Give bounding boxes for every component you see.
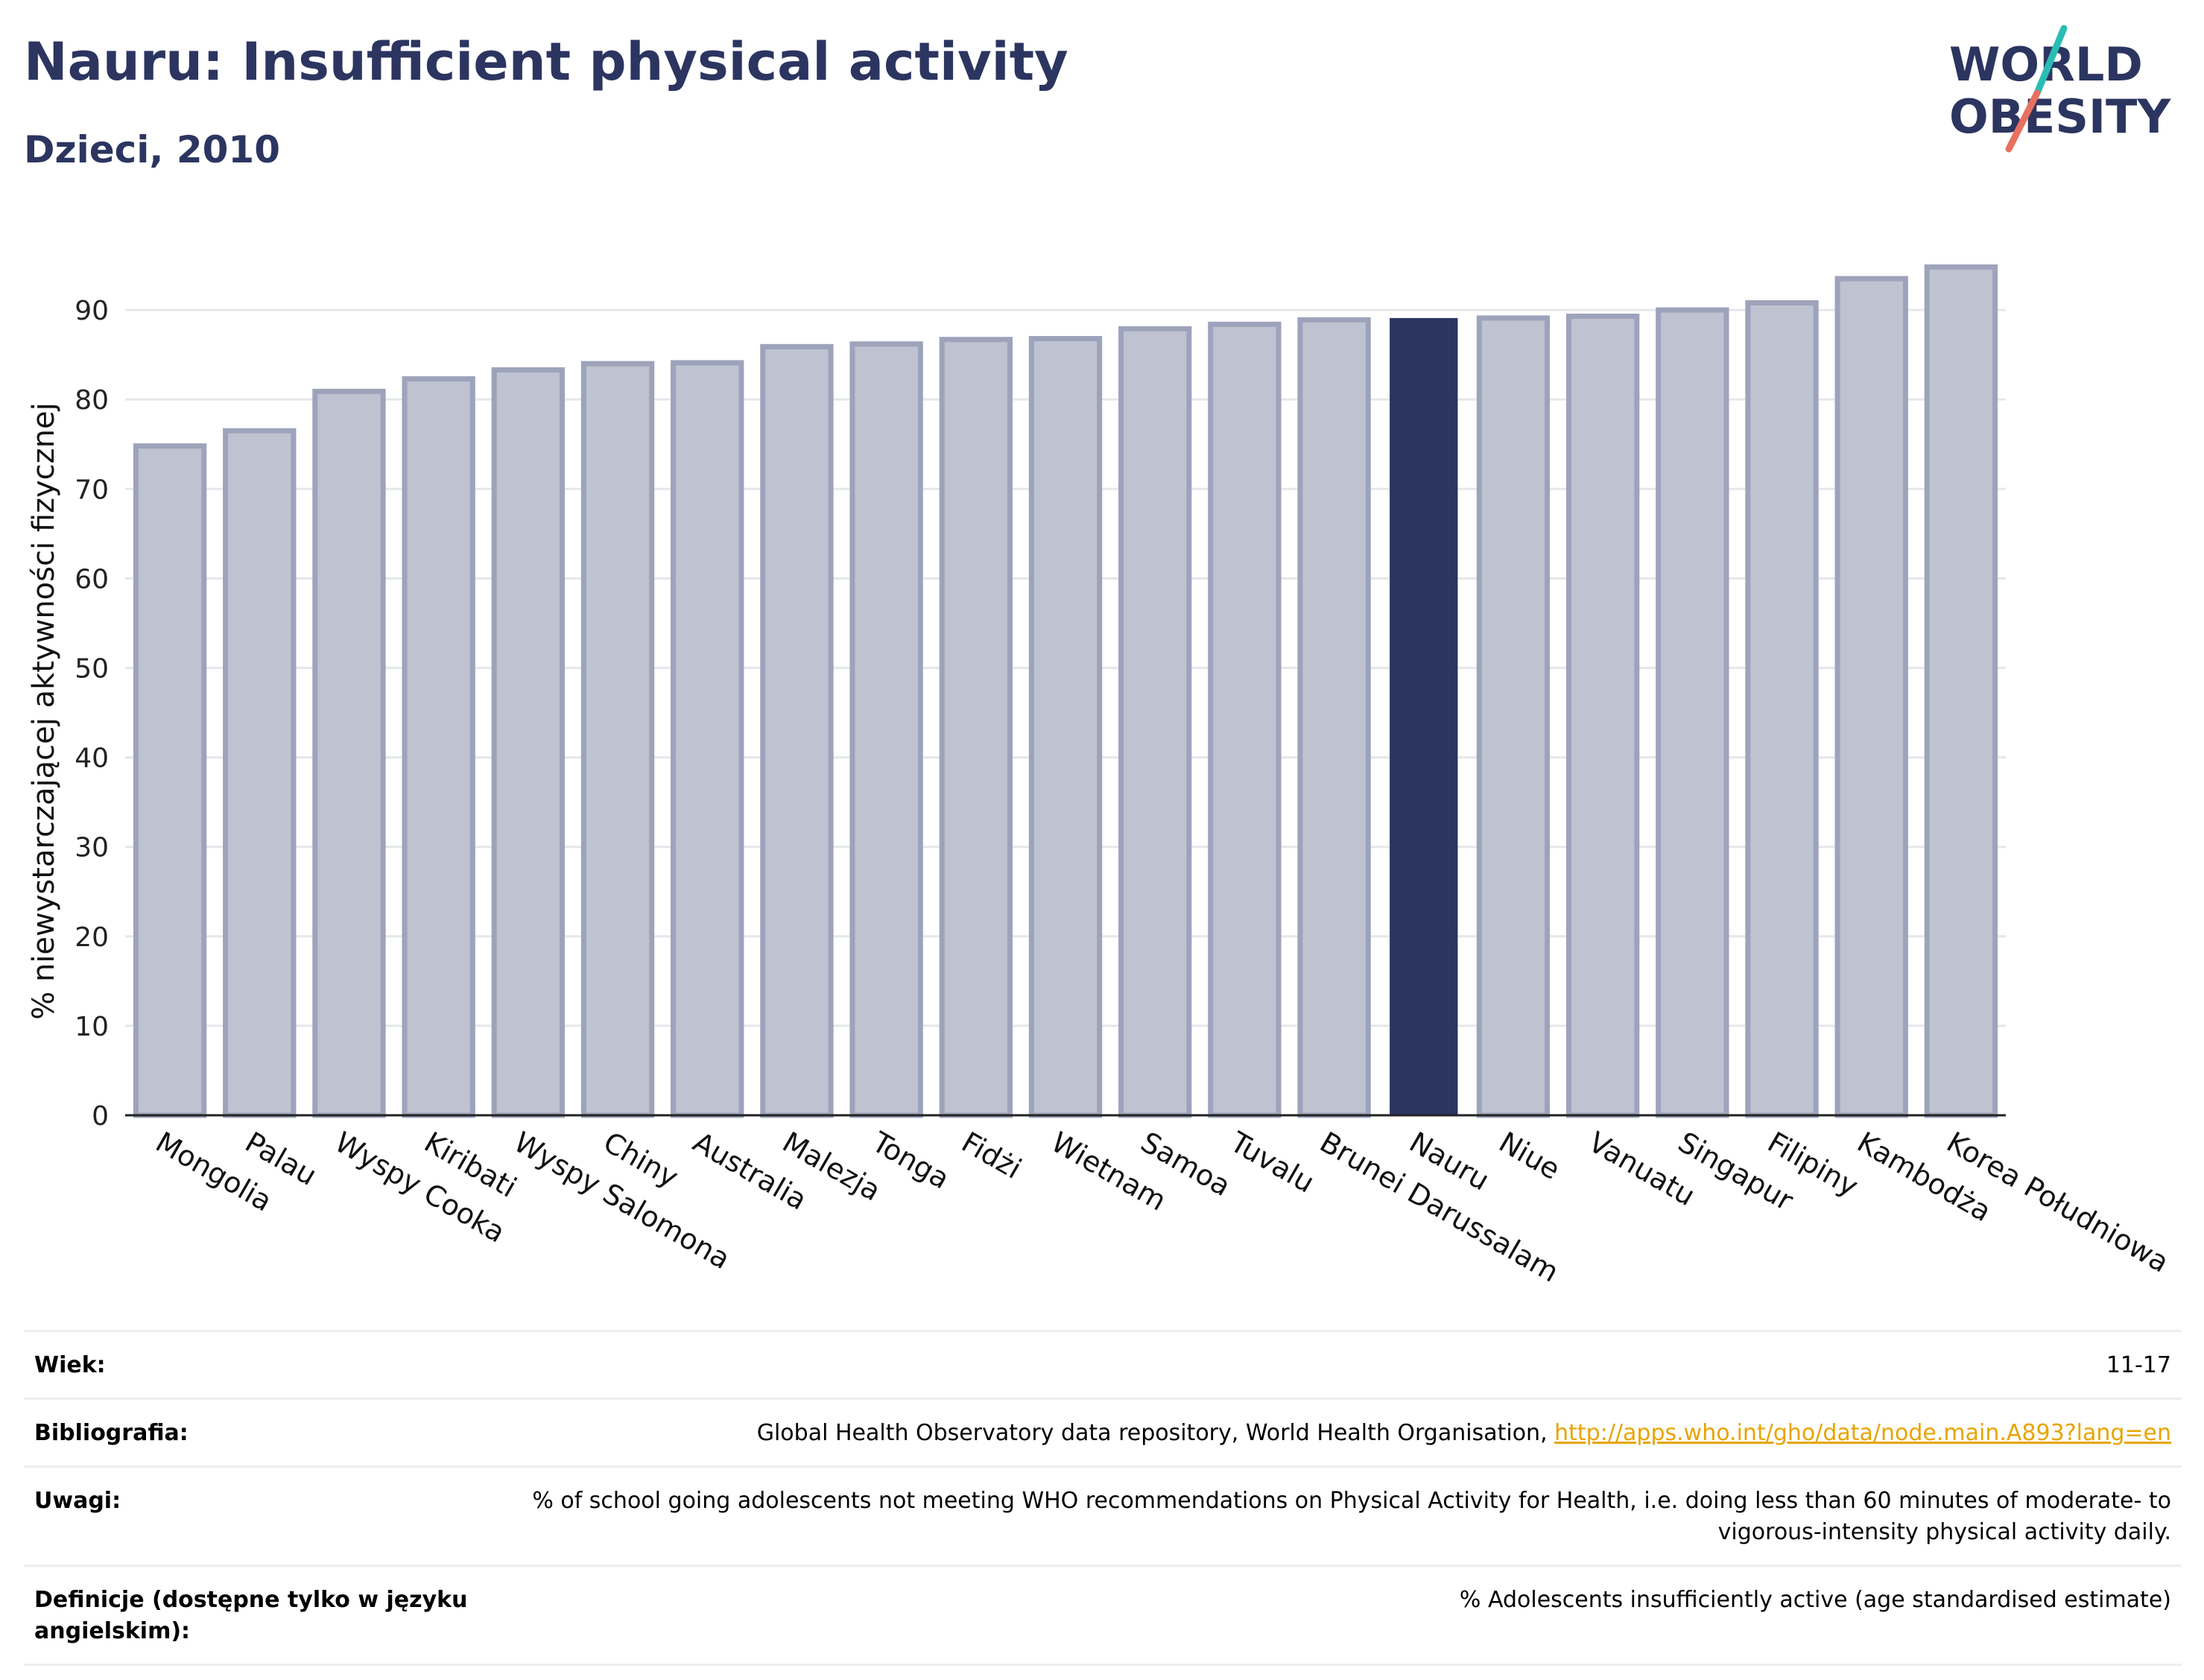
bar-niue bbox=[1476, 315, 1551, 1118]
meta-row-definitions: Definicje (dostępne tylko w języku angie… bbox=[24, 1565, 2182, 1666]
meta-label: Uwagi: bbox=[34, 1488, 121, 1514]
y-tick-label: 70 bbox=[75, 475, 109, 505]
y-tick-label: 30 bbox=[75, 833, 109, 863]
page-title: Nauru: Insufficient physical activity bbox=[24, 31, 1068, 92]
bar-australia bbox=[671, 360, 744, 1118]
bar-vanuatu bbox=[1565, 313, 1640, 1118]
meta-label: Wiek: bbox=[34, 1352, 106, 1378]
meta-label: Bibliografia: bbox=[34, 1420, 189, 1446]
bar-layer bbox=[133, 264, 1998, 1118]
world-obesity-logo: WORLD OBESITY bbox=[1949, 25, 2171, 153]
meta-row-notes: Uwagi: % of school going adolescents not… bbox=[24, 1465, 2182, 1565]
y-tick-label: 90 bbox=[75, 296, 109, 326]
y-tick-label: 0 bbox=[92, 1101, 109, 1132]
bar-wyspy-salomona bbox=[491, 367, 566, 1118]
meta-value: % Adolescents insufficiently active (age… bbox=[1459, 1587, 2171, 1613]
x-tick-label: Niue bbox=[1493, 1126, 1565, 1186]
meta-value: Global Health Observatory data repositor… bbox=[756, 1420, 1555, 1446]
bar-malezja bbox=[760, 343, 834, 1118]
y-tick-label: 20 bbox=[75, 922, 109, 953]
logo-slash-coral bbox=[2005, 89, 2041, 153]
bar-chiny bbox=[580, 361, 655, 1118]
bar-nauru bbox=[1390, 317, 1458, 1115]
page-subtitle: Dzieci, 2010 bbox=[24, 128, 280, 171]
meta-value-wrap: Global Health Observatory data repositor… bbox=[757, 1418, 2171, 1449]
bar-wietnam bbox=[1028, 336, 1103, 1118]
bar-tuvalu bbox=[1208, 321, 1282, 1118]
meta-row-age: Wiek: 11-17 bbox=[24, 1330, 2182, 1398]
source-link[interactable]: http://apps.who.int/gho/data/node.main.A… bbox=[1554, 1420, 2171, 1446]
x-tick-label: Tuvalu bbox=[1224, 1125, 1320, 1199]
bar-singapur bbox=[1656, 307, 1729, 1118]
meta-value: % of school going adolescents not meetin… bbox=[532, 1488, 2171, 1545]
meta-row-bibliography: Bibliografia: Global Health Observatory … bbox=[24, 1398, 2182, 1465]
logo-slash-teal bbox=[2033, 25, 2068, 97]
y-tick-label: 50 bbox=[75, 653, 109, 684]
bar-korea-po-udniowa bbox=[1924, 264, 1998, 1118]
bar-filipiny bbox=[1745, 299, 1819, 1118]
metadata-table: Wiek: 11-17 Bibliografia: Global Health … bbox=[24, 1330, 2182, 1666]
logo-line2: OBESITY bbox=[1949, 89, 2171, 144]
y-tick-label: 40 bbox=[75, 744, 109, 774]
y-tick-label: 80 bbox=[75, 385, 109, 416]
bar-kambod-a bbox=[1834, 276, 1908, 1118]
y-tick-label: 60 bbox=[75, 564, 109, 595]
bar-brunei-darussalam bbox=[1297, 317, 1371, 1118]
meta-label: Definicje (dostępne tylko w języku angie… bbox=[34, 1587, 468, 1644]
bar-wyspy-cooka bbox=[312, 388, 386, 1118]
x-tick-label: Fidżi bbox=[956, 1126, 1027, 1185]
y-tick-label: 10 bbox=[75, 1012, 109, 1042]
bar-samoa bbox=[1118, 326, 1192, 1118]
bar-kiribati bbox=[402, 376, 475, 1118]
bar-mongolia bbox=[133, 443, 207, 1118]
bar-palau bbox=[223, 428, 297, 1118]
bar-tonga bbox=[849, 341, 923, 1118]
y-axis-label: % niewystarczającej aktywności fizycznej bbox=[27, 402, 61, 1020]
bar-fid-i bbox=[939, 337, 1013, 1118]
meta-value: 11-17 bbox=[2106, 1352, 2171, 1378]
